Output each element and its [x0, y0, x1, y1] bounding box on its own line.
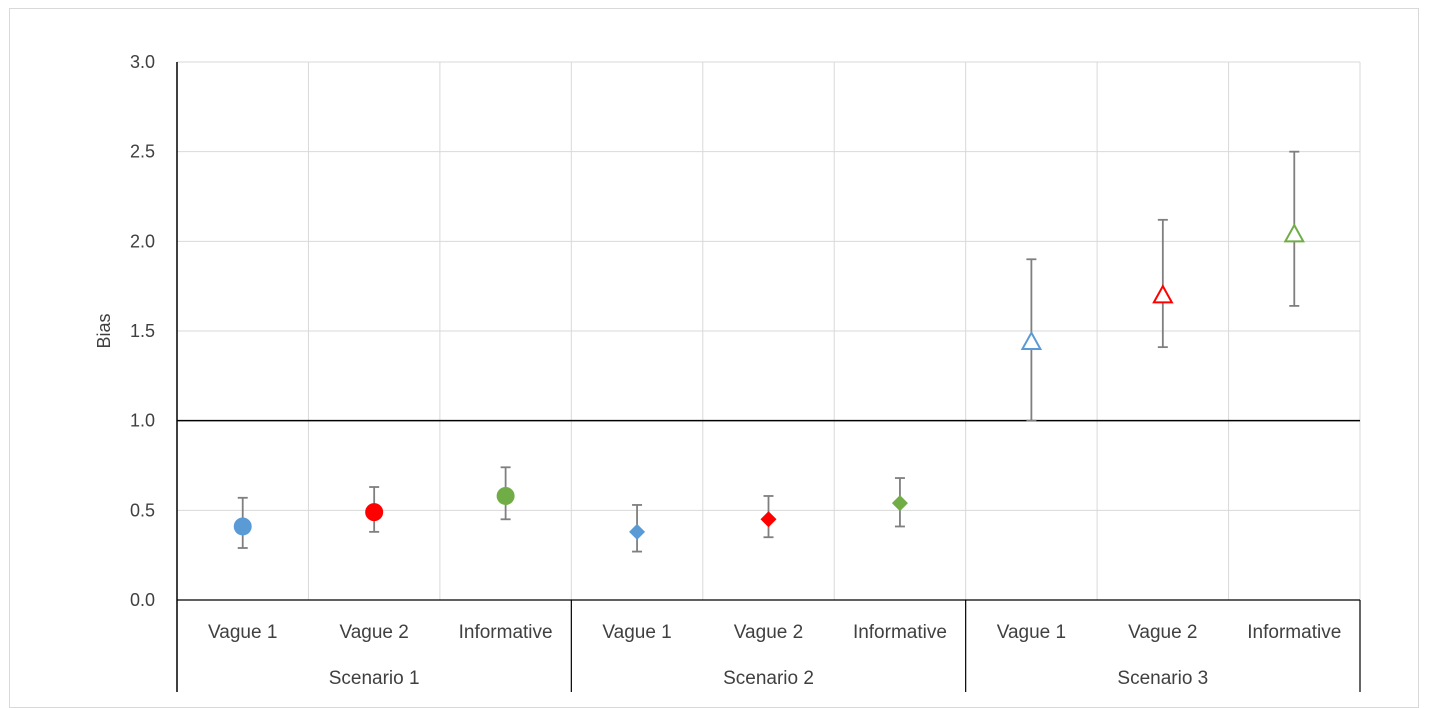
data-point-diamond [891, 495, 908, 512]
bias-chart: 0.0 0.5 1.0 1.5 2.0 2.5 3.0 Bias Vague 1 Vague 2 I… [94, 52, 1361, 692]
y-tick-label: 2.0 [130, 231, 155, 251]
data-point-triangle [1020, 330, 1043, 350]
x-tick-label: Vague 1 [602, 622, 671, 643]
group-label: Scenario 1 [329, 668, 420, 689]
data-point-circle [233, 517, 252, 536]
x-tick-label: Vague 2 [734, 622, 803, 643]
y-tick-label: 1.5 [130, 321, 155, 341]
y-tick-label: 3.0 [130, 52, 155, 72]
y-axis-label: Bias [94, 313, 114, 348]
y-tick-label: 0.0 [130, 590, 155, 610]
x-tick-label: Vague 1 [997, 622, 1066, 643]
group-label: Scenario 2 [723, 668, 814, 689]
data-point-triangle [1283, 223, 1305, 243]
data-point-circle [496, 486, 515, 505]
y-tick-label: 2.5 [130, 142, 155, 162]
data-point-circle [365, 503, 384, 522]
data-point-diamond [760, 511, 777, 528]
x-tick-label: Vague 2 [339, 622, 408, 643]
group-label: Scenario 3 [1117, 668, 1208, 689]
x-tick-label: Vague 1 [208, 622, 277, 643]
x-tick-label: Informative [1247, 622, 1341, 643]
x-tick-label: Informative [853, 622, 947, 643]
x-tick-label: Vague 2 [1128, 622, 1197, 643]
data-point-triangle [1152, 284, 1174, 304]
x-tick-label: Informative [459, 622, 553, 643]
data-point-diamond [629, 523, 646, 540]
y-tick-label: 1.0 [130, 411, 155, 431]
y-tick-label: 0.5 [130, 500, 155, 520]
